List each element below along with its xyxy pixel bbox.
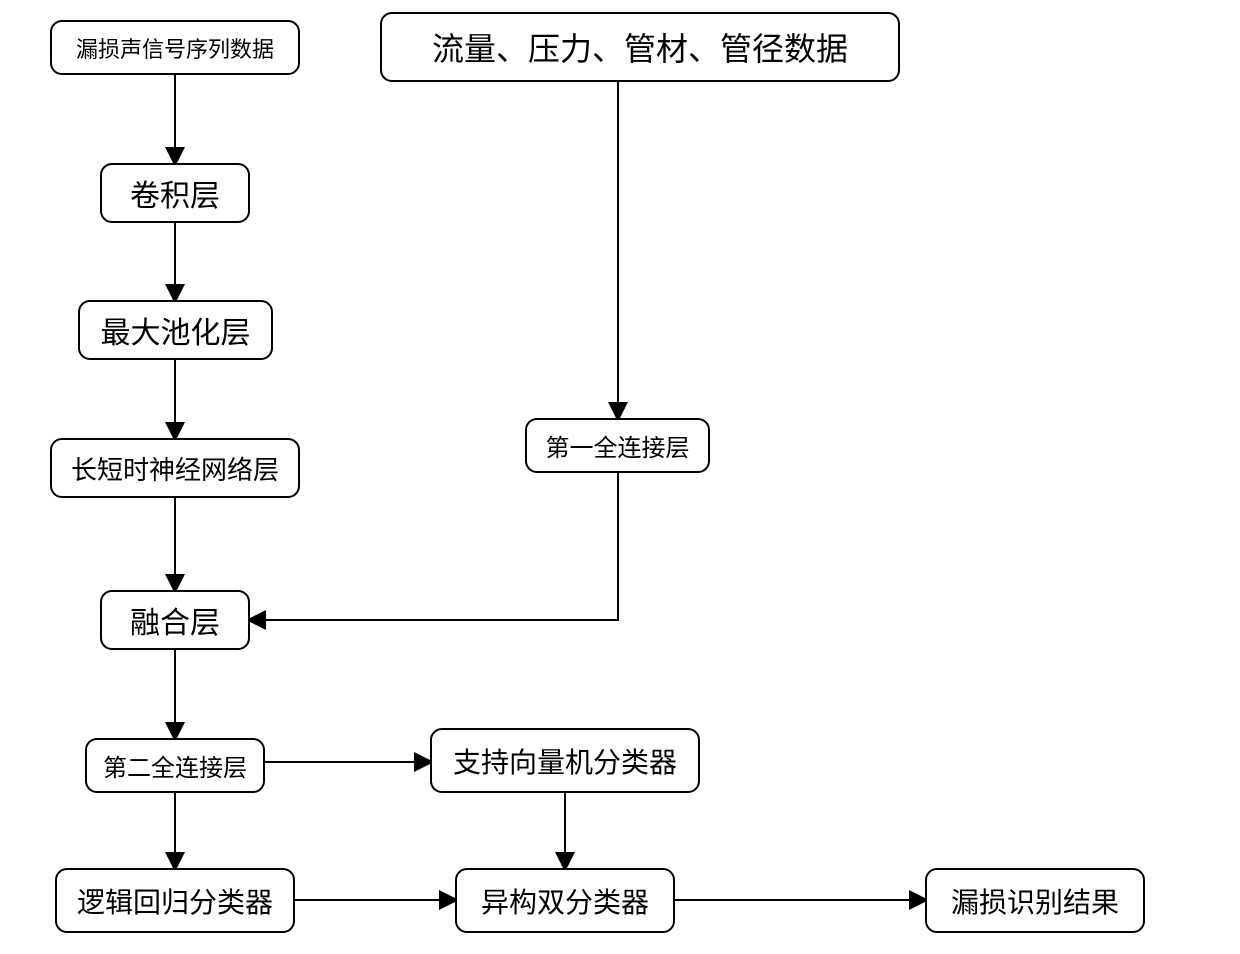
node-label: 融合层 bbox=[130, 598, 220, 642]
node-svm: 支持向量机分类器 bbox=[430, 728, 700, 793]
node-fc1: 第一全连接层 bbox=[525, 418, 710, 473]
node-label: 第二全连接层 bbox=[103, 748, 247, 783]
node-label: 流量、压力、管材、管径数据 bbox=[432, 24, 848, 70]
node-fc2: 第二全连接层 bbox=[85, 738, 265, 793]
node-maxpool: 最大池化层 bbox=[78, 300, 273, 360]
node-conv: 卷积层 bbox=[100, 163, 250, 223]
node-fusion: 融合层 bbox=[100, 590, 250, 650]
node-label: 漏损识别结果 bbox=[951, 881, 1119, 921]
node-input_right: 流量、压力、管材、管径数据 bbox=[380, 12, 900, 82]
node-label: 逻辑回归分类器 bbox=[77, 881, 273, 921]
node-label: 支持向量机分类器 bbox=[453, 741, 677, 781]
node-input_left: 漏损声信号序列数据 bbox=[50, 20, 300, 75]
node-result: 漏损识别结果 bbox=[925, 868, 1145, 933]
node-hetero: 异构双分类器 bbox=[455, 868, 675, 933]
node-label: 最大池化层 bbox=[101, 308, 251, 352]
node-label: 卷积层 bbox=[130, 171, 220, 215]
node-lstm: 长短时神经网络层 bbox=[50, 438, 300, 498]
node-label: 漏损声信号序列数据 bbox=[76, 32, 274, 64]
edge-fc1-to-fusion bbox=[250, 473, 618, 620]
node-label: 异构双分类器 bbox=[481, 881, 649, 921]
node-logistic: 逻辑回归分类器 bbox=[55, 868, 295, 933]
node-label: 第一全连接层 bbox=[546, 428, 690, 463]
node-label: 长短时神经网络层 bbox=[71, 450, 279, 487]
